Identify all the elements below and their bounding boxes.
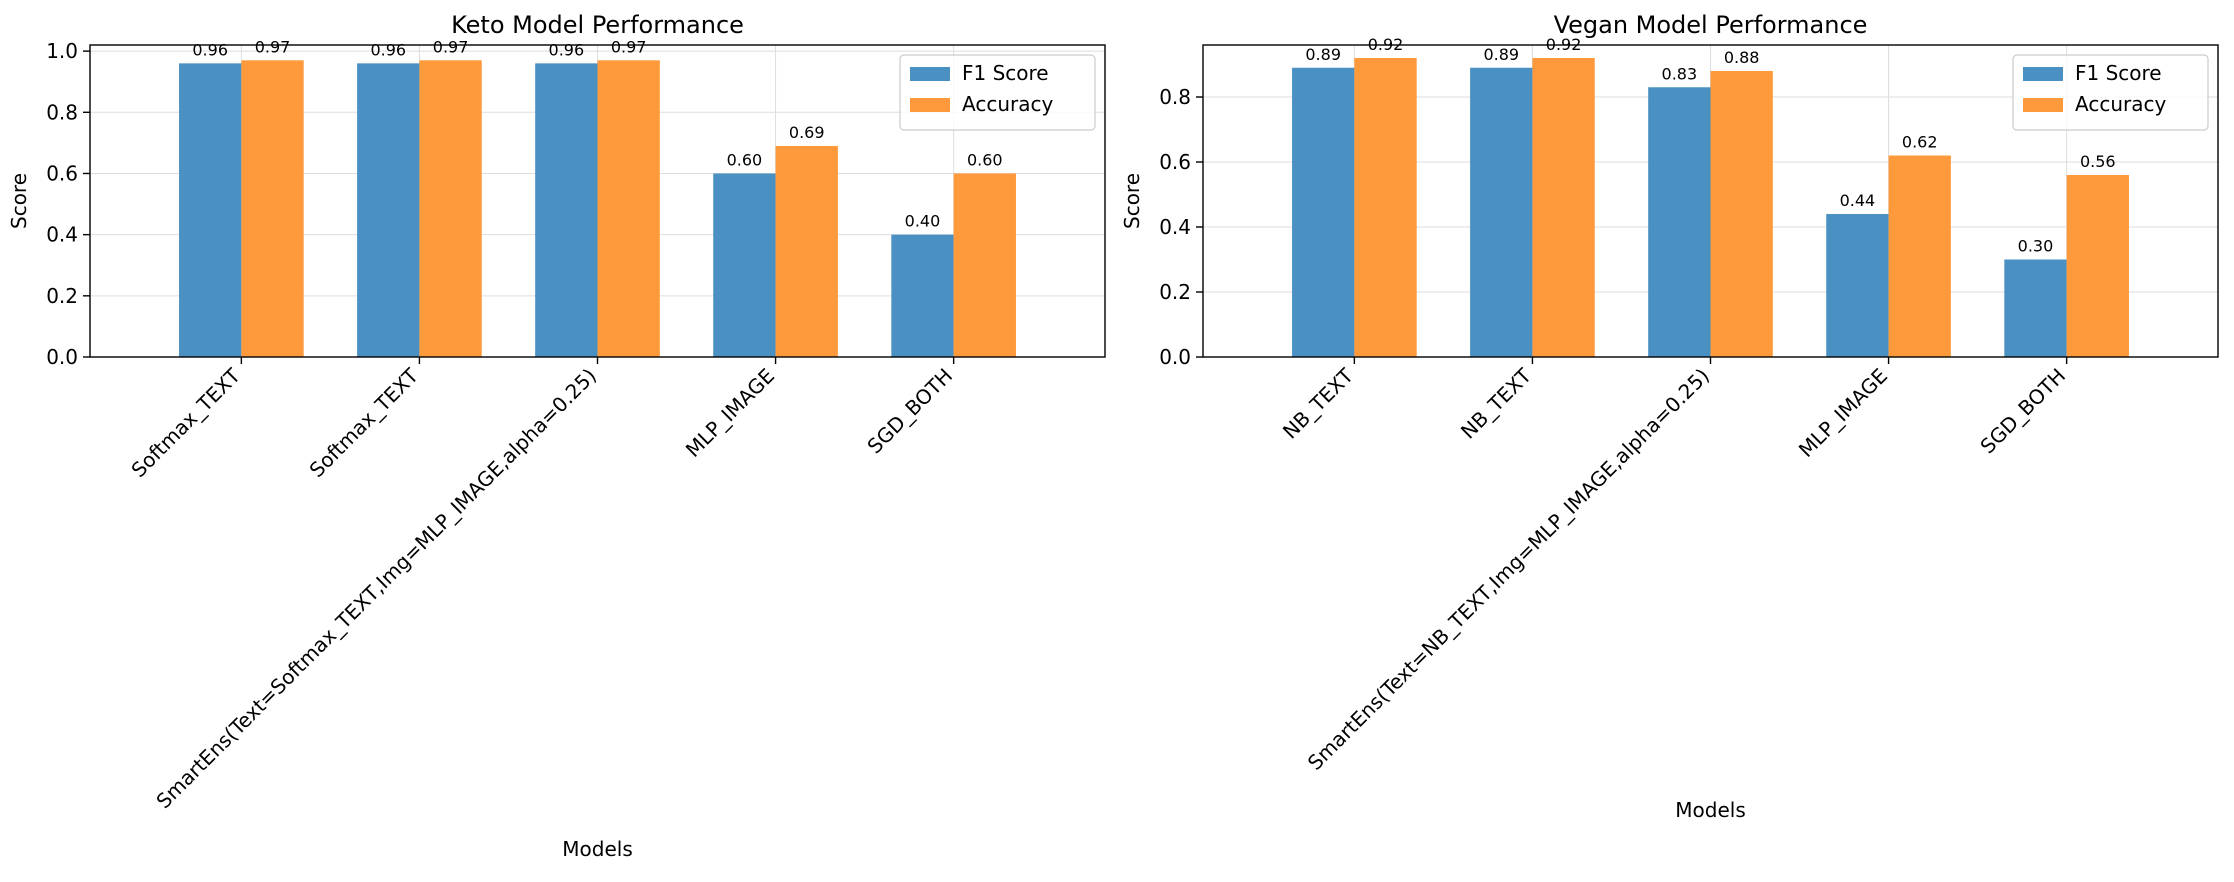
data-label: 0.97 — [255, 37, 291, 56]
bar — [1292, 67, 1355, 357]
bar — [2066, 175, 2129, 357]
bar — [1648, 87, 1711, 357]
data-label: 0.96 — [192, 40, 228, 59]
bar — [713, 173, 776, 357]
bar — [357, 63, 420, 358]
y-tick-label: 1.0 — [46, 39, 78, 63]
series-f1-score: 0.96 0.96 0.96 0.60 0.40 — [179, 40, 954, 358]
x-axis-label: Models — [1675, 798, 1745, 822]
legend-entry: Accuracy — [2075, 92, 2166, 116]
bar — [1532, 58, 1595, 357]
y-tick-label: 0.6 — [46, 161, 78, 185]
bar — [775, 145, 838, 357]
bar — [419, 60, 482, 357]
data-label: 0.44 — [1840, 191, 1876, 210]
data-label: 0.60 — [727, 150, 763, 169]
legend-entry: F1 Score — [2075, 61, 2162, 85]
data-label: 0.89 — [1483, 45, 1519, 64]
legend-entry: Accuracy — [962, 92, 1053, 116]
bar — [1888, 155, 1951, 357]
data-label: 0.97 — [611, 37, 647, 56]
bar — [1826, 214, 1889, 357]
data-label: 0.89 — [1305, 45, 1341, 64]
legend-entry: F1 Score — [962, 61, 1049, 85]
data-label: 0.83 — [1662, 64, 1698, 83]
series-accuracy: 0.97 0.97 0.97 0.69 0.60 — [241, 37, 1016, 357]
chart-title: Keto Model Performance — [451, 11, 744, 39]
data-label: 0.60 — [967, 150, 1003, 169]
data-label: 0.40 — [905, 212, 941, 231]
data-label: 0.96 — [370, 40, 406, 59]
bar — [953, 173, 1016, 357]
chart-title: Vegan Model Performance — [1554, 11, 1868, 39]
y-axis: 0.0 0.2 0.4 0.6 0.8 1.0 — [46, 39, 90, 369]
y-tick-label: 0.4 — [1159, 215, 1191, 239]
y-tick-label: 0.0 — [1159, 345, 1191, 369]
y-tick-label: 0.8 — [46, 100, 78, 124]
bar — [179, 63, 242, 358]
legend-swatch — [910, 67, 950, 81]
data-label: 0.88 — [1724, 48, 1760, 67]
series-accuracy: 0.92 0.920.880.620.56 — [1354, 35, 2129, 357]
bar — [241, 60, 304, 357]
bar — [1710, 71, 1773, 357]
data-label: 0.30 — [2018, 237, 2054, 256]
data-label: 0.97 — [433, 37, 469, 56]
y-axis-label: Score — [1120, 173, 1144, 229]
data-label: 0.62 — [1902, 133, 1938, 152]
legend-swatch — [910, 98, 950, 112]
y-tick-label: 0.0 — [46, 345, 78, 369]
x-axis-label: Models — [562, 837, 632, 861]
legend-swatch — [2023, 67, 2063, 81]
bar — [891, 234, 954, 357]
bar — [1470, 67, 1533, 357]
legend: F1 Score Accuracy — [899, 54, 1096, 131]
y-tick-label: 0.4 — [46, 223, 78, 247]
data-label: 0.56 — [2080, 152, 2116, 171]
bar — [1354, 58, 1417, 357]
data-label: 0.69 — [789, 123, 825, 142]
legend: F1 Score Accuracy — [2012, 54, 2209, 131]
y-tick-label: 0.6 — [1159, 150, 1191, 174]
bar — [597, 60, 660, 357]
y-tick-label: 0.8 — [1159, 85, 1191, 109]
y-tick-label: 0.2 — [1159, 280, 1191, 304]
bar — [2004, 259, 2067, 357]
y-axis-label: Score — [7, 173, 31, 229]
y-axis: 0.0 0.2 0.4 0.6 0.8 — [1159, 85, 1203, 369]
legend-swatch — [2023, 98, 2063, 112]
bar — [535, 63, 598, 358]
data-label: 0.96 — [549, 40, 585, 59]
y-tick-label: 0.2 — [46, 284, 78, 308]
series-f1-score: 0.89 0.89 0.83 0.44 0.30 — [1292, 45, 2067, 357]
